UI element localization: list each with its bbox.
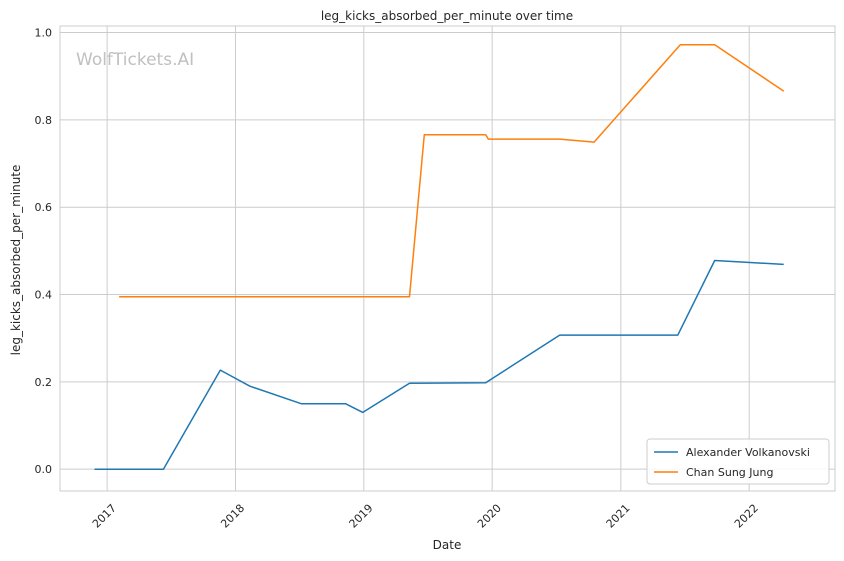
x-axis-label: Date [433,538,462,552]
x-tick-label: 2020 [475,502,504,531]
y-tick-label: 0.6 [35,201,53,214]
x-tick-label: 2021 [604,502,633,531]
x-tick-label: 2018 [218,502,247,531]
series-lines [94,44,785,470]
legend-label-chan-sung-jung: Chan Sung Jung [686,466,773,479]
watermark-text: WolfTickets.AI [76,50,194,70]
y-tick-labels: 0.0 0.2 0.4 0.6 0.8 1.0 [35,27,53,477]
y-tick-label: 0.0 [35,463,53,476]
y-tick-label: 0.8 [35,114,53,127]
grid [60,26,835,491]
x-tick-label: 2019 [347,502,376,531]
plot-area-frame [59,25,836,492]
y-tick-label: 0.4 [35,289,53,302]
y-axis-label: leg_kicks_absorbed_per_minute [9,165,23,356]
legend: Alexander Volkanovski Chan Sung Jung [646,438,830,485]
x-tick-labels: 2017 2018 2019 2020 2021 2022 [90,502,761,531]
x-tick-label: 2017 [90,502,119,531]
series-line-alexander-volkanovski [94,259,784,470]
legend-label-alexander-volkanovski: Alexander Volkanovski [686,446,810,459]
y-tick-label: 0.2 [35,376,53,389]
chart-title: leg_kicks_absorbed_per_minute over time [321,9,573,23]
y-tick-label: 1.0 [35,27,53,40]
series-line-chan-sung-jung [119,44,785,298]
legend-box [646,438,830,485]
x-tick-label: 2022 [732,502,761,531]
